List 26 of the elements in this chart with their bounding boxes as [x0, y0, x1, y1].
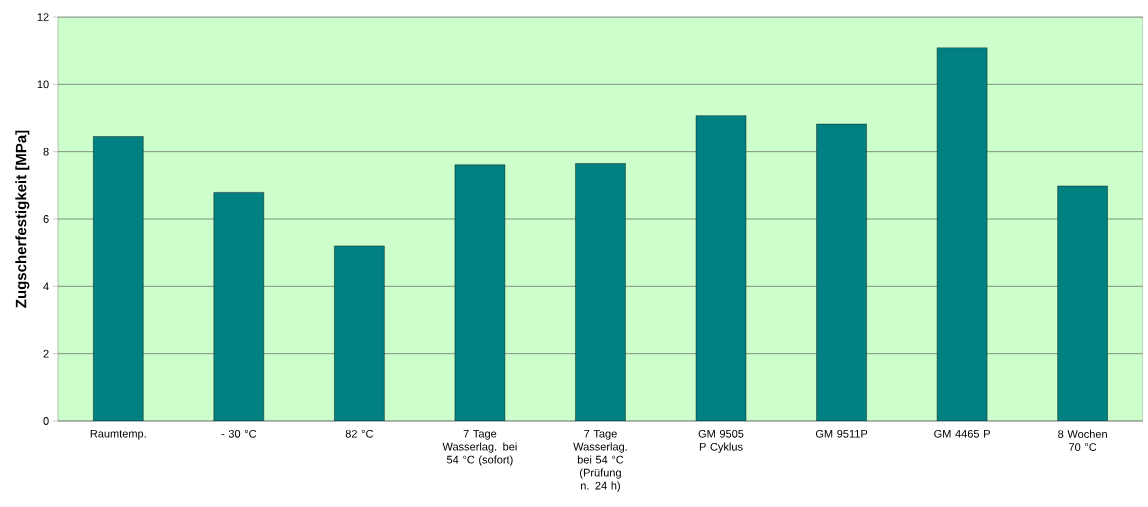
bar: [575, 163, 626, 421]
x-tick-label: 7 Tage Wasserlag. bei 54 °C (sofort): [442, 429, 517, 466]
y-tick-label: 4: [43, 282, 49, 291]
y-tick-label: 10: [37, 80, 49, 89]
x-tick-label: GM 9505 P Cyklus: [698, 429, 744, 453]
x-tick-label: - 30 °C: [221, 429, 257, 438]
y-tick-label: 0: [43, 417, 49, 425]
x-tick-label: GM 9511P: [815, 429, 868, 438]
y-tick-label: 12: [37, 13, 49, 21]
x-tick-label: 7 Tage Wasserlag. bei 54 °C (Prüfung n. 24 h): [573, 429, 627, 492]
bar: [334, 245, 385, 421]
x-tick-label: Raumtemp.: [90, 429, 146, 440]
bar: [816, 123, 867, 421]
bar: [1057, 185, 1108, 421]
bar: [454, 164, 506, 421]
x-tick-label: 8 Wochen 70 °C: [1058, 429, 1107, 451]
x-tick-label: GM 4465 P: [934, 429, 990, 438]
bar: [695, 115, 747, 421]
bar: [93, 136, 144, 421]
y-axis-title: Zugscherfestigkeit [MPa]: [15, 130, 30, 308]
x-tick-label: 82 °C: [345, 429, 374, 438]
y-tick-label: 6: [43, 215, 49, 223]
bar: [936, 47, 988, 421]
y-tick-label: 8: [43, 147, 49, 156]
bar: [213, 192, 265, 421]
y-tick-label: 2: [43, 349, 49, 358]
